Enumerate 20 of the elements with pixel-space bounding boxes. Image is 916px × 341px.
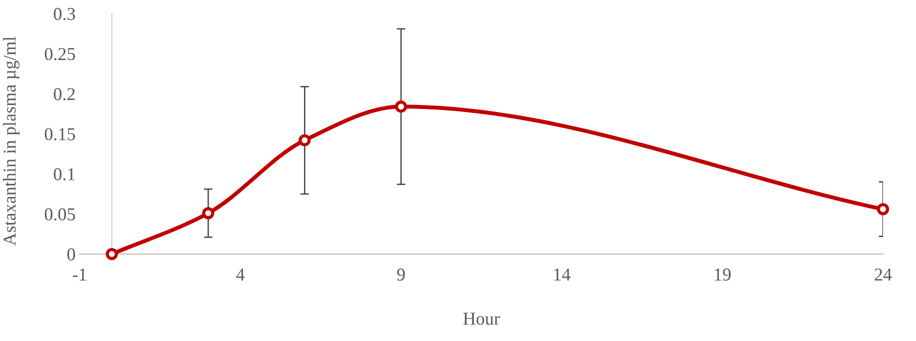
point [202, 207, 214, 220]
point [876, 203, 890, 216]
x-tick-label: 4 [236, 268, 245, 280]
x-tick-label: -1 [72, 268, 86, 280]
x-tick-label: 19 [714, 268, 731, 281]
y-tick-label: 0.1 [54, 168, 75, 180]
y-tick-label: 0.05 [44, 208, 76, 220]
x-tick-label: 14 [554, 268, 570, 280]
x-tick-label: 9 [397, 268, 405, 281]
x-tick-label: 24 [874, 268, 892, 280]
x-axis-title: Hour [463, 312, 500, 325]
y-tick-label: 0.2 [54, 88, 75, 100]
point [298, 134, 311, 146]
point [394, 100, 408, 113]
y-axis-title: Astaxanthin in plasma µg/ml [3, 36, 20, 246]
y-tick-label: 0.15 [44, 128, 76, 140]
point [106, 248, 118, 260]
y-tick-label: 0.25 [44, 48, 76, 60]
y-tick-label: 0.3 [54, 8, 76, 20]
y-tick-label: 0 [67, 248, 76, 260]
